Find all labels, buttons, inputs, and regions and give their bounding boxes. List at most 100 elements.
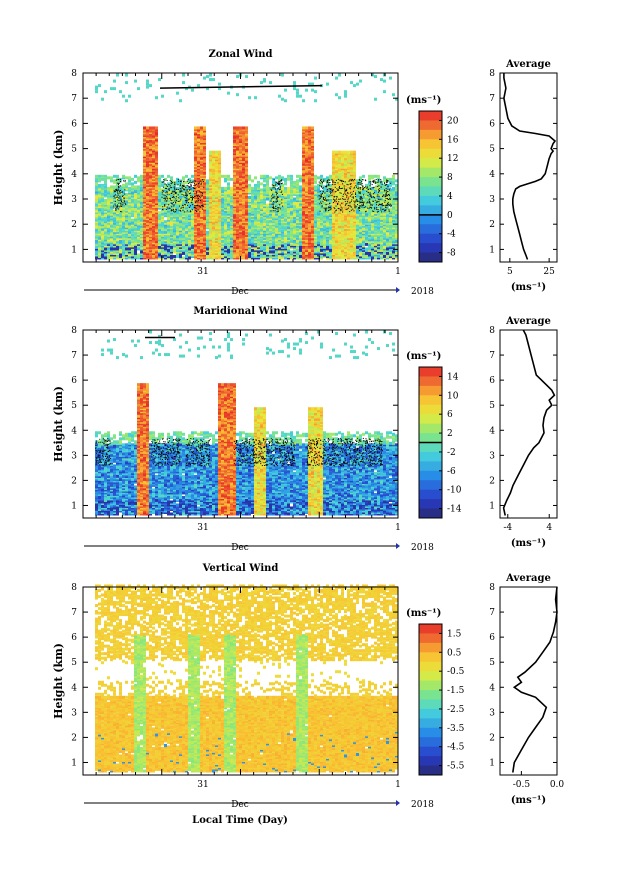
heatmap-cell bbox=[185, 206, 188, 210]
heatmap-cell bbox=[338, 253, 341, 257]
heatmap-cell bbox=[140, 226, 143, 230]
heatmap-cell bbox=[104, 212, 107, 216]
heatmap-cell bbox=[197, 162, 200, 166]
heatmap-cell bbox=[155, 206, 158, 210]
heatmap-cell bbox=[134, 248, 137, 252]
heatmap-cell bbox=[200, 189, 203, 193]
heatmap-cell bbox=[278, 253, 281, 257]
heatmap-cell bbox=[230, 248, 233, 252]
heatmap-cell bbox=[140, 232, 143, 236]
heatmap-cell bbox=[113, 250, 116, 254]
heatmap-cell bbox=[176, 218, 179, 222]
heatmap-cell bbox=[284, 218, 287, 222]
heatmap-cell bbox=[239, 188, 242, 192]
heatmap-cell bbox=[203, 180, 206, 184]
heatmap-cell bbox=[176, 217, 179, 221]
heatmap-cell bbox=[314, 180, 317, 184]
heatmap-cell bbox=[218, 171, 221, 175]
heatmap-cell bbox=[209, 229, 212, 233]
heatmap-cell bbox=[245, 233, 248, 237]
heatmap-cell bbox=[152, 176, 155, 180]
heatmap-cell bbox=[170, 218, 173, 222]
heatmap-cell bbox=[308, 127, 311, 131]
heatmap-cell bbox=[194, 185, 197, 189]
heatmap-cell bbox=[245, 159, 248, 163]
heatmap-cell bbox=[269, 242, 272, 246]
heatmap-cell bbox=[119, 229, 122, 233]
heatmap-cell bbox=[104, 182, 107, 186]
heatmap-cell bbox=[257, 239, 260, 243]
heatmap-cell bbox=[149, 235, 152, 239]
heatmap-cell bbox=[218, 159, 221, 163]
heatmap-cell bbox=[176, 250, 179, 254]
heatmap-cell bbox=[218, 152, 221, 156]
heatmap-cell bbox=[221, 232, 224, 236]
heatmap-cell bbox=[260, 212, 263, 216]
heatmap-cell bbox=[98, 220, 101, 224]
heatmap-cell bbox=[302, 159, 305, 163]
heatmap-cell bbox=[329, 247, 332, 251]
heatmap-cell bbox=[293, 226, 296, 230]
heatmap-cell bbox=[155, 138, 158, 142]
heatmap-cell bbox=[299, 191, 302, 195]
heatmap-cell bbox=[110, 245, 113, 249]
heatmap-cell bbox=[332, 245, 335, 249]
heatmap-cell bbox=[239, 183, 242, 187]
heatmap-cell bbox=[200, 159, 203, 163]
heatmap-cell bbox=[308, 245, 311, 249]
heatmap-cell bbox=[101, 248, 104, 252]
heatmap-cell bbox=[302, 247, 305, 251]
heatmap-cell bbox=[293, 209, 296, 213]
heatmap-cell bbox=[236, 211, 239, 215]
heatmap-cell bbox=[200, 230, 203, 234]
heatmap-cell bbox=[284, 191, 287, 195]
heatmap-cell bbox=[170, 180, 173, 184]
heatmap-cell bbox=[212, 251, 215, 255]
heatmap-cell bbox=[95, 232, 98, 236]
heatmap-cell bbox=[191, 244, 194, 248]
heatmap-cell bbox=[200, 227, 203, 231]
heatmap-cell bbox=[233, 134, 236, 138]
heatmap-cell bbox=[254, 256, 257, 260]
heatmap-cell bbox=[287, 196, 290, 199]
heatmap-cell bbox=[227, 199, 230, 203]
heatmap-cell bbox=[227, 183, 230, 187]
heatmap-cell bbox=[131, 191, 134, 195]
heatmap-cell bbox=[149, 146, 152, 150]
heatmap-cell bbox=[176, 177, 179, 181]
heatmap-cell bbox=[95, 235, 98, 239]
heatmap-cell bbox=[239, 211, 242, 215]
heatmap-cell bbox=[116, 232, 119, 236]
heatmap-cell bbox=[308, 238, 311, 242]
heatmap-cell bbox=[155, 250, 158, 254]
heatmap-cell bbox=[332, 250, 335, 254]
heatmap-cell bbox=[332, 209, 335, 213]
heatmap-cell bbox=[281, 203, 284, 207]
heatmap-cell bbox=[170, 211, 173, 215]
heatmap-cell bbox=[296, 179, 299, 183]
heatmap-cell bbox=[236, 242, 239, 246]
heatmap-cell bbox=[194, 158, 197, 162]
heatmap-cell bbox=[194, 155, 197, 159]
heatmap-cell bbox=[215, 192, 218, 196]
heatmap-cell bbox=[152, 221, 155, 225]
heatmap-cell bbox=[215, 214, 218, 218]
heatmap-cell bbox=[110, 214, 113, 218]
heatmap-cell bbox=[104, 254, 107, 258]
heatmap-cell bbox=[146, 248, 149, 252]
heatmap-cell bbox=[251, 245, 254, 249]
heatmap-cell bbox=[140, 227, 143, 231]
heatmap-cell bbox=[149, 186, 152, 190]
heatmap-cell bbox=[251, 229, 254, 233]
heatmap-cell bbox=[209, 227, 212, 231]
heatmap-cell bbox=[284, 238, 287, 242]
heatmap-cell bbox=[266, 208, 269, 212]
heatmap-cell bbox=[338, 233, 341, 237]
heatmap-cell bbox=[146, 126, 149, 130]
heatmap-cell bbox=[146, 206, 149, 210]
heatmap-cell bbox=[311, 161, 314, 165]
heatmap-cell bbox=[113, 211, 116, 215]
heatmap-cell bbox=[302, 218, 305, 222]
heatmap-cell bbox=[311, 253, 314, 257]
heatmap-cell bbox=[323, 236, 326, 240]
